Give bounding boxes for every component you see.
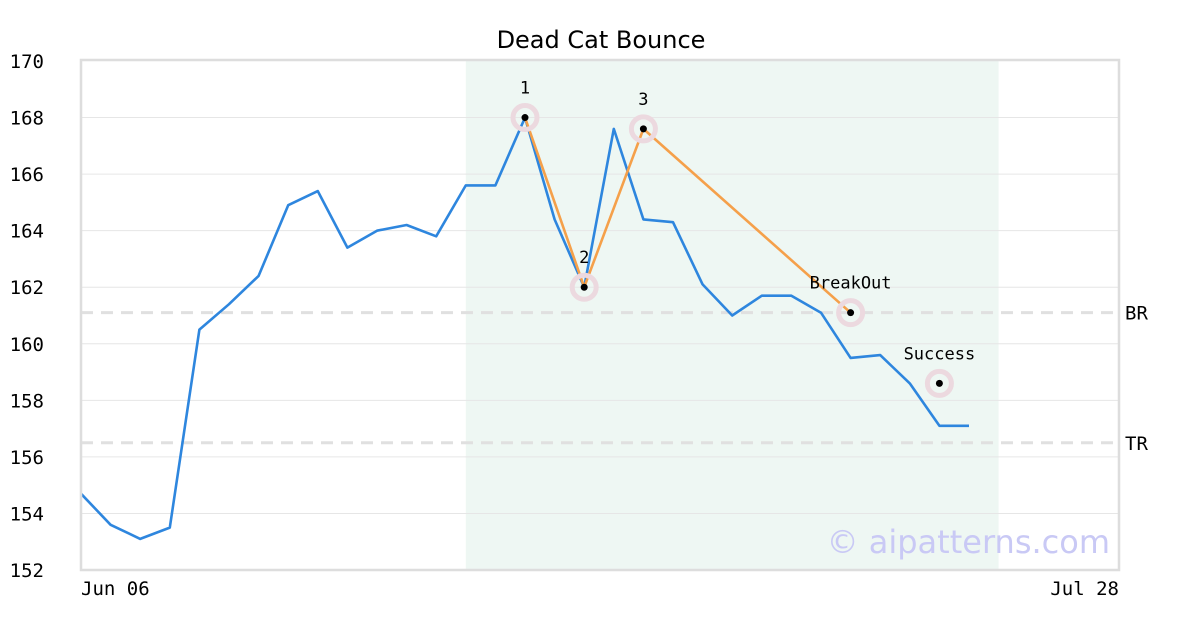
chart-title: Dead Cat Bounce [497,26,706,54]
y-tick-label: 168 [10,108,44,130]
marker-halo-success [924,368,954,398]
y-tick-label: 156 [10,447,44,469]
marker-dot-2 [580,283,588,291]
marker-halo-breakout [836,298,866,328]
marker-halo-1 [510,103,540,133]
level-label-tr: TR [1125,433,1148,455]
watermark: © aipatterns.com [827,523,1110,561]
marker-label-2: 2 [579,248,589,268]
y-tick-label: 160 [10,334,44,356]
marker-label-breakout: BreakOut [810,274,892,294]
marker-dot-breakout [847,309,855,317]
level-label-br: BR [1125,303,1148,325]
x-tick-end: Jul 28 [1050,578,1119,600]
x-tick-start: Jun 06 [81,578,150,600]
marker-label-3: 3 [638,90,648,110]
marker-dot-success [935,379,943,387]
marker-dot-3 [639,125,647,133]
y-tick-label: 166 [10,164,44,186]
y-tick-label: 170 [10,51,44,73]
pattern-line [523,117,852,314]
plot-area: 152 154 156 158 160 162 164 166 168 170 BR TR 1 2 3 Bre… [10,51,1149,582]
marker-dot-1 [521,114,529,122]
plot-frame [79,58,1121,572]
marker-label-success: Success [904,344,976,364]
y-tick-label: 154 [10,503,44,525]
marker-halo-2 [569,272,599,302]
y-tick-label: 162 [10,277,44,299]
y-tick-label: 164 [10,221,44,243]
y-tick-label: 158 [10,390,44,412]
marker-label-1: 1 [520,79,530,99]
marker-halo-3 [628,114,658,144]
y-tick-label: 152 [10,560,44,582]
